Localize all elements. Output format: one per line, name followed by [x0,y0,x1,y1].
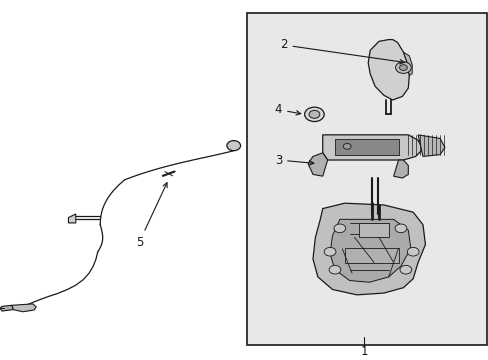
Circle shape [304,107,324,122]
Circle shape [226,141,240,151]
Polygon shape [307,153,327,176]
Polygon shape [322,135,422,160]
Circle shape [399,65,407,71]
Circle shape [328,265,340,274]
Polygon shape [403,52,411,76]
Text: 5: 5 [135,183,167,248]
Polygon shape [12,304,36,312]
Text: 2: 2 [280,39,404,64]
Text: 4: 4 [274,103,300,116]
Circle shape [343,144,350,149]
Polygon shape [68,214,76,223]
Polygon shape [344,248,398,262]
Polygon shape [367,40,408,100]
Circle shape [407,247,418,256]
Circle shape [395,62,410,73]
Circle shape [394,224,406,233]
Text: 1: 1 [360,345,367,358]
Polygon shape [329,219,410,282]
Circle shape [308,111,319,118]
Polygon shape [0,305,13,311]
Polygon shape [359,223,388,237]
Circle shape [399,265,411,274]
Polygon shape [334,139,398,155]
Circle shape [333,224,345,233]
Circle shape [324,247,335,256]
Bar [246,13,486,345]
Text: 3: 3 [274,153,313,167]
Polygon shape [393,160,407,178]
Polygon shape [312,203,425,295]
Polygon shape [417,135,444,157]
